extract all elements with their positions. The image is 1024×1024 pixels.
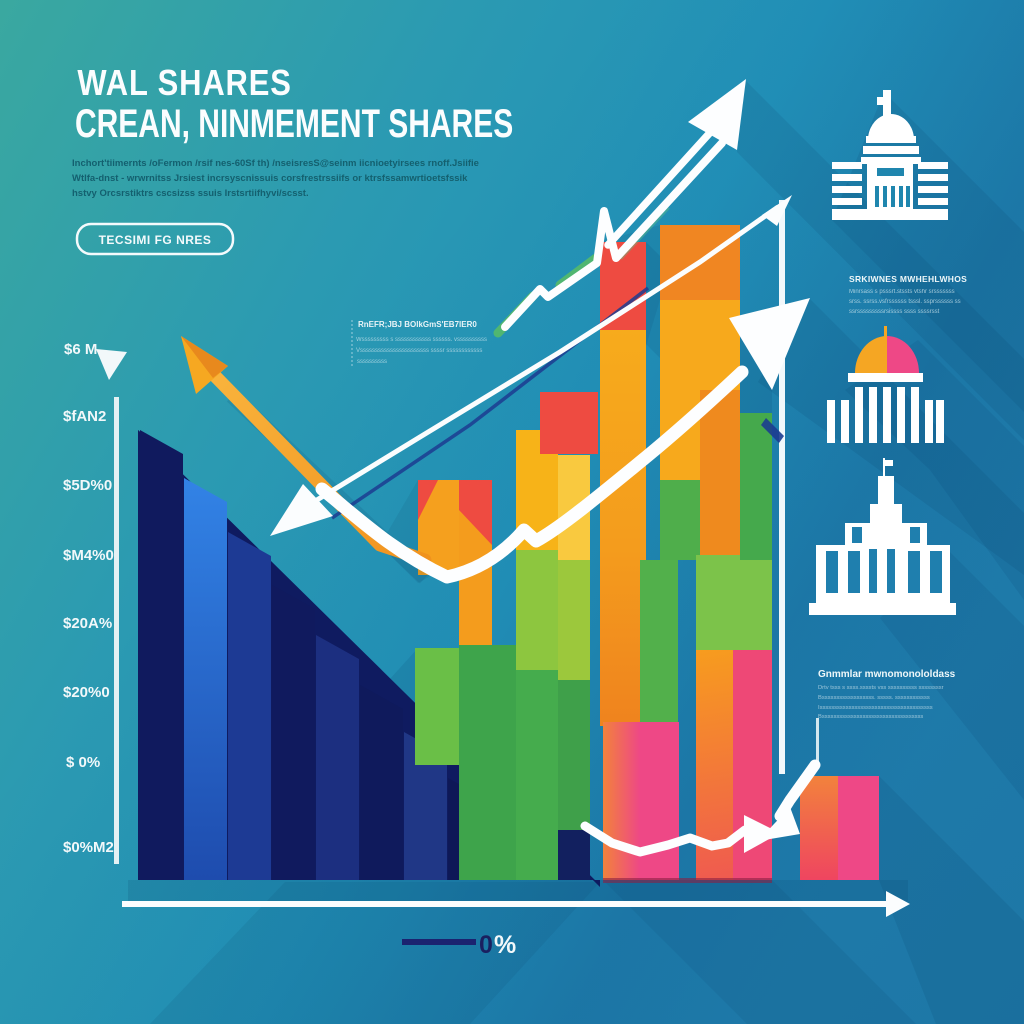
svg-text:$20%0: $20%0 xyxy=(63,684,110,701)
svg-text:Minrsass s psssrt.stssts vtshr: Minrsass s psssrt.stssts vtshr srsssssss xyxy=(849,289,955,295)
svg-text:$fAN2: $fAN2 xyxy=(63,408,106,425)
svg-text:Gnmmlar mwnomonololdass: Gnmmlar mwnomonololdass xyxy=(818,669,956,680)
svg-text:%: % xyxy=(494,931,516,959)
svg-text:$20A%: $20A% xyxy=(63,615,112,632)
svg-text:ssssssssss: ssssssssss xyxy=(357,359,387,365)
svg-text:Vsssssssssssssssssssssss ssssr: Vsssssssssssssssssssssss ssssr sssssssss… xyxy=(356,348,482,354)
svg-text:Inchort'tiimernts /oFermon /rs: Inchort'tiimernts /oFermon /rsif nes-60S… xyxy=(72,158,479,169)
svg-text:$6 M: $6 M xyxy=(64,341,97,358)
svg-text:Wtlfa-dnst - wrwrnitss Jrsiest: Wtlfa-dnst - wrwrnitss Jrsiest incrsyscn… xyxy=(72,173,468,184)
svg-text:$ 0%: $ 0% xyxy=(66,754,100,771)
svg-text:WAL SHARES: WAL SHARES xyxy=(77,64,291,104)
svg-text:hstvy Orcsrstiktrs cscsizss ss: hstvy Orcsrstiktrs cscsizss ssuis Irstsr… xyxy=(72,188,309,199)
svg-text:Isssssssssssssssssssssssssssss: Isssssssssssssssssssssssssssssssssssssss xyxy=(818,705,933,711)
svg-text:Drtv tsss s ssss.ssssts vss ss: Drtv tsss s ssss.ssssts vss ssssssssss s… xyxy=(818,685,944,691)
svg-text:Bsssssssssssssssssssssssssssss: Bsssssssssssssssssssssssssssssssssss xyxy=(818,714,923,720)
svg-text:RnEFR;JBJ BOlkGmS'EB7lER0: RnEFR;JBJ BOlkGmS'EB7lER0 xyxy=(358,320,477,329)
svg-text:ssrsssssssssrsissss ssss ssssr: ssrsssssssssrsissss ssss ssssrsst xyxy=(849,309,940,315)
svg-text:TECSIMI FG NRES: TECSIMI FG NRES xyxy=(99,233,212,247)
svg-text:Wsssssssss s ssssssssssss ssss: Wsssssssss s ssssssssssss ssssss. vsssss… xyxy=(356,337,487,343)
svg-text:$0%M2: $0%M2 xyxy=(63,839,114,856)
svg-text:SRKIWNES MWHEHLWHOS: SRKIWNES MWHEHLWHOS xyxy=(849,274,967,284)
svg-text:0: 0 xyxy=(479,931,493,959)
svg-text:srss. ssrss.vsfrssssss tsssl.: srss. ssrss.vsfrssssss tsssl. ssprssssss… xyxy=(849,299,961,305)
svg-text:$5D%0: $5D%0 xyxy=(63,477,112,494)
svg-text:CREAN, NINMEMENT SHARES: CREAN, NINMEMENT SHARES xyxy=(75,102,513,146)
svg-text:Bssssssssssssssssss. sssss. ss: Bssssssssssssssssss. sssss. ssssssssssss xyxy=(818,695,930,701)
svg-text:$M4%0: $M4%0 xyxy=(63,547,114,564)
